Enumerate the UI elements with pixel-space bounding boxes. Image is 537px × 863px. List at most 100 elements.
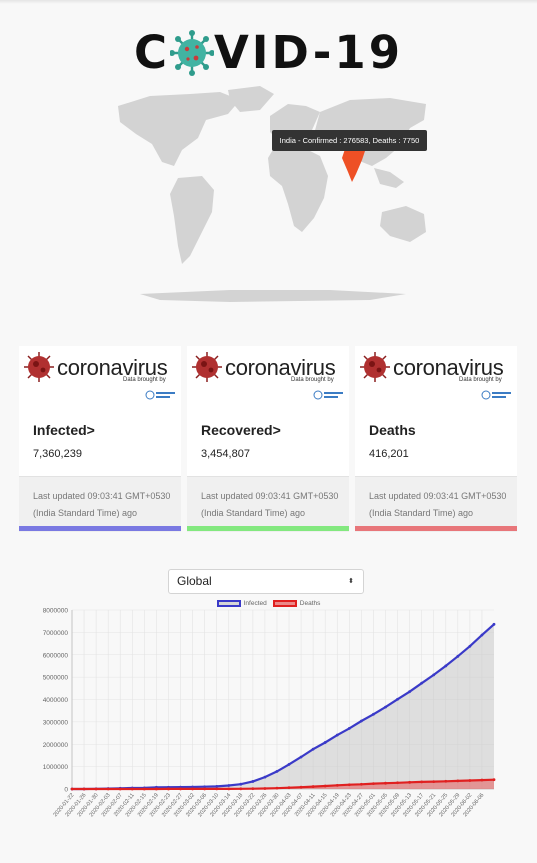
coronavirus-icon (191, 351, 223, 383)
last-updated-text: Last updated 09:03:41 GMT+0530 (India St… (33, 488, 178, 522)
data-point-deaths (336, 784, 339, 787)
data-point-deaths (227, 787, 230, 790)
map-southeast-asia (374, 168, 404, 188)
data-point-infected (336, 734, 339, 737)
coronavirus-banner: coronavirus Data brought by (355, 346, 517, 408)
y-tick-label: 3000000 (43, 719, 69, 726)
data-point-deaths (481, 779, 484, 782)
data-point-infected (432, 673, 435, 676)
data-point-infected (276, 770, 279, 773)
data-point-deaths (324, 785, 327, 788)
brand-subtext: Data brought by (123, 377, 166, 383)
card-value: 416,201 (369, 448, 409, 460)
series-area-infected (72, 624, 494, 789)
data-point-deaths (191, 788, 194, 791)
card-title[interactable]: Recovered> (201, 422, 281, 438)
world-map[interactable] (110, 86, 430, 306)
y-tick-label: 4000000 (43, 697, 69, 704)
data-point-infected (300, 756, 303, 759)
coronavirus-banner: coronavirus Data brought by (187, 346, 349, 408)
top-shadow (0, 0, 537, 4)
data-point-deaths (95, 788, 98, 791)
data-point-deaths (264, 787, 267, 790)
card-footer: Last updated 09:03:41 GMT+0530 (India St… (355, 476, 517, 526)
y-tick-label: 5000000 (43, 675, 69, 682)
virus-icon (170, 28, 214, 78)
data-point-infected (384, 706, 387, 709)
data-point-infected (324, 741, 327, 744)
map-north-america (118, 92, 240, 166)
data-point-infected (420, 682, 423, 685)
last-updated-text: Last updated 09:03:41 GMT+0530 (India St… (201, 488, 346, 522)
y-tick-label: 1000000 (43, 764, 69, 771)
brand-subtext: Data brought by (291, 377, 334, 383)
logo-text-left: C (134, 28, 170, 78)
data-point-deaths (155, 788, 158, 791)
data-point-infected (360, 720, 363, 723)
data-point-infected (239, 783, 242, 786)
data-point-deaths (444, 780, 447, 783)
logo-text-right: VID-19 (214, 28, 403, 78)
map-tooltip: India - Confirmed : 276583, Deaths : 775… (272, 130, 427, 151)
map-australia (380, 206, 426, 242)
data-point-infected (348, 727, 351, 730)
data-point-deaths (420, 781, 423, 784)
map-greenland (228, 86, 274, 112)
coronavirus-icon (359, 351, 391, 383)
data-point-deaths (203, 788, 206, 791)
card-title[interactable]: Infected> (33, 422, 95, 438)
card-color-bar (19, 526, 181, 531)
infected-card[interactable]: coronavirus Data brought by Infected> 7,… (19, 346, 181, 532)
who-logo-icon (481, 390, 513, 400)
card-body: Deaths 416,201 (355, 408, 517, 476)
recovered-card[interactable]: coronavirus Data brought by Recovered> 3… (187, 346, 349, 532)
data-point-deaths (456, 779, 459, 782)
data-point-infected (288, 763, 291, 766)
data-point-deaths (468, 779, 471, 782)
data-point-deaths (493, 778, 496, 781)
y-tick-label: 6000000 (43, 652, 69, 659)
data-point-deaths (312, 785, 315, 788)
card-body: Infected> 7,360,239 (19, 408, 181, 476)
data-point-deaths (107, 788, 110, 791)
who-logo-icon (145, 390, 177, 400)
data-point-infected (227, 784, 230, 787)
data-point-infected (312, 748, 315, 751)
card-footer: Last updated 09:03:41 GMT+0530 (India St… (187, 476, 349, 526)
data-point-deaths (239, 787, 242, 790)
last-updated-text: Last updated 09:03:41 GMT+0530 (India St… (369, 488, 514, 522)
card-value: 7,360,239 (33, 448, 82, 460)
coronavirus-banner: coronavirus Data brought by (19, 346, 181, 408)
card-footer: Last updated 09:03:41 GMT+0530 (India St… (19, 476, 181, 526)
cases-line-chart[interactable]: 0 1000000 2000000 3000000 4000000 5000000 6000… (30, 604, 500, 828)
data-point-deaths (300, 786, 303, 789)
data-point-deaths (71, 788, 74, 791)
deaths-card[interactable]: coronavirus Data brought by Deaths 416,2… (355, 346, 517, 532)
map-antarctica (140, 290, 406, 302)
card-color-bar (187, 526, 349, 531)
data-point-deaths (396, 781, 399, 784)
data-point-deaths (83, 788, 86, 791)
data-point-infected (396, 698, 399, 701)
data-point-deaths (384, 782, 387, 785)
brand-subtext: Data brought by (459, 377, 502, 383)
data-point-deaths (167, 788, 170, 791)
data-point-deaths (288, 786, 291, 789)
data-point-deaths (119, 788, 122, 791)
data-point-deaths (179, 788, 182, 791)
data-point-deaths (143, 788, 146, 791)
data-point-infected (468, 645, 471, 648)
card-title: Deaths (369, 422, 416, 438)
data-point-deaths (372, 782, 375, 785)
data-point-infected (481, 634, 484, 637)
y-tick-label: 2000000 (43, 742, 69, 749)
data-point-deaths (251, 787, 254, 790)
data-point-infected (444, 665, 447, 668)
data-point-infected (251, 780, 254, 783)
data-point-deaths (215, 788, 218, 791)
card-color-bar (355, 526, 517, 531)
y-tick-label: 0 (64, 787, 68, 794)
region-select[interactable]: Global ⬍ (168, 569, 364, 594)
data-point-deaths (360, 783, 363, 786)
card-body: Recovered> 3,454,807 (187, 408, 349, 476)
